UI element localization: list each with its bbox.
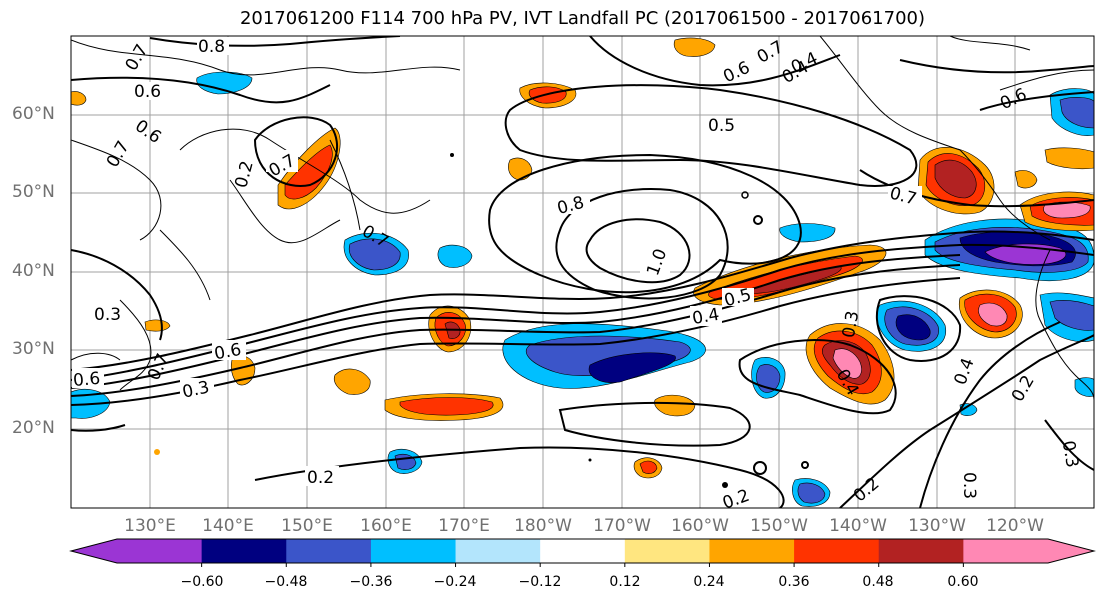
lon-label: 140°E [202, 516, 254, 536]
contour-south-02 [254, 446, 785, 508]
contour-label: 0.6 [72, 369, 101, 391]
colorbar-tick-label: −0.12 [518, 574, 562, 590]
colorbar-swatch [455, 539, 541, 563]
colorbar-swatch [709, 539, 795, 563]
lat-label: 60°N [12, 104, 55, 124]
contour-label: 0.3 [94, 305, 121, 325]
lon-label: 170°E [438, 516, 490, 536]
contour-label: 0.5 [708, 116, 735, 136]
colorbar-tick-label: −0.24 [433, 574, 477, 590]
colorbar-swatch [963, 539, 1049, 563]
map-frame [70, 35, 1095, 509]
lon-label: 150°E [281, 516, 333, 536]
contour-label: 0.6 [213, 340, 243, 364]
islands [154, 153, 809, 488]
colorbar-tick-label: −0.48 [264, 574, 308, 590]
contour-se-04 [919, 321, 1061, 508]
colorbar-swatch [286, 539, 372, 563]
colorbar-tick-label: −0.36 [349, 574, 393, 590]
contour-ne-pac [979, 91, 1094, 111]
colorbar-swatch [370, 539, 457, 563]
lon-label: 130°W [908, 516, 966, 536]
colorbar-tick-label: 0.60 [947, 574, 979, 590]
colorbar-outline [69, 538, 1096, 564]
colorbar-swatch [540, 539, 626, 563]
colorbar-swatch [117, 539, 203, 563]
contour-label: 0.3 [839, 309, 863, 339]
contour-north-loop [504, 84, 918, 187]
contour-left-07 [71, 249, 163, 341]
graticule [71, 36, 1094, 508]
contour-jet-4 [71, 277, 961, 406]
contour-label: 0.6 [134, 82, 161, 102]
colorbar-extend-high [1048, 539, 1094, 563]
contour-jet-3 [71, 264, 961, 397]
contour-east-loop [875, 295, 962, 362]
shading-patches [71, 37, 1094, 507]
colorbar-swatch [201, 539, 287, 563]
colorbar-extend-low [71, 539, 117, 563]
colorbar-tick-label: 0.24 [693, 574, 725, 590]
contour-label: 0.2 [307, 468, 334, 488]
contour-jet-2 [71, 254, 961, 389]
contour-jet-north [71, 230, 1094, 371]
coastlines [71, 36, 1094, 401]
lon-label: 180°W [514, 516, 572, 536]
contour-center-mid [555, 188, 729, 300]
contour-label: 0.4 [691, 305, 721, 329]
colorbar-swatch [624, 539, 710, 563]
lon-label: 140°W [829, 516, 887, 536]
lon-label: 150°W [750, 516, 808, 536]
contour-label: 0.2 [720, 486, 752, 514]
colorbar-swatch [878, 539, 964, 563]
lat-label: 30°N [12, 339, 55, 359]
contour-left-lower [71, 424, 126, 432]
lon-label: 160°W [671, 516, 729, 536]
lon-label: 160°E [360, 516, 412, 536]
colorbar-tick-label: 0.48 [862, 574, 894, 590]
colorbar-swatch [794, 539, 880, 563]
lon-label: 130°E [124, 516, 176, 536]
colorbar-tick-label: 0.36 [778, 574, 810, 590]
lat-label: 20°N [12, 418, 55, 438]
contour-top-08 [149, 36, 401, 47]
lat-label: 40°N [12, 261, 55, 281]
contour-se-02 [839, 334, 1094, 508]
lon-label: 120°W [986, 516, 1044, 536]
lon-label: 170°W [593, 516, 651, 536]
contour-center-low [585, 218, 691, 284]
contour-top-far-right [899, 59, 1094, 74]
contour-southeast [738, 339, 897, 415]
contour-center-outer [488, 153, 802, 294]
colorbar-tick-label: −0.60 [180, 574, 224, 590]
contour-label: 0.8 [198, 37, 225, 57]
contour-label: 0.3 [959, 472, 979, 499]
map-title: 2017061200 F114 700 hPa PV, IVT Landfall… [239, 8, 926, 29]
contour-top-right [589, 36, 841, 87]
contour-top-06 [71, 76, 331, 104]
contour-west-loop [253, 116, 339, 187]
contour-east-03 [1044, 419, 1094, 471]
colorbar [69, 538, 1096, 567]
colorbar-tick-label: 0.12 [609, 574, 641, 590]
contour-label: 0.3 [1058, 439, 1082, 469]
contour-south-mid [558, 401, 751, 447]
lat-label: 50°N [12, 182, 55, 202]
